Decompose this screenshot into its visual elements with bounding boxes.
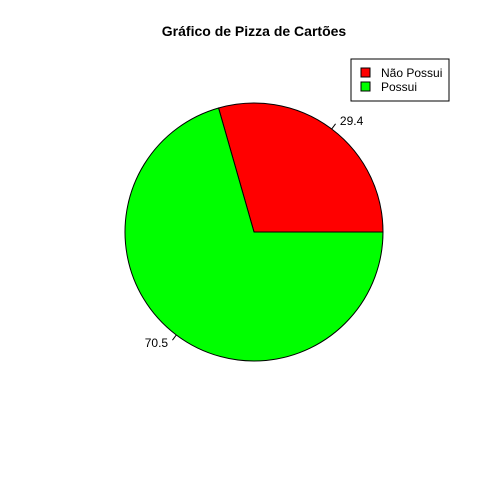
chart-title: Gráfico de Pizza de Cartões: [162, 23, 347, 39]
pie-slice-labels: 29.4 70.5: [145, 114, 364, 350]
legend-label-1: Possui: [381, 80, 417, 94]
legend-swatch-1: [360, 81, 371, 92]
pie-label-tick-0: [331, 123, 336, 130]
pie-slice-label-0: 29.4: [340, 114, 364, 128]
legend-box: [350, 58, 450, 102]
legend-label-0: Não Possui: [381, 66, 442, 80]
pie-slice-0: [217, 102, 384, 233]
pie-slices: [124, 102, 384, 362]
pie-slice-label-1: 70.5: [145, 336, 169, 350]
pie-slice-1: [124, 107, 384, 362]
legend-swatch-0: [360, 67, 371, 78]
pie-label-tick-1: [172, 334, 177, 341]
